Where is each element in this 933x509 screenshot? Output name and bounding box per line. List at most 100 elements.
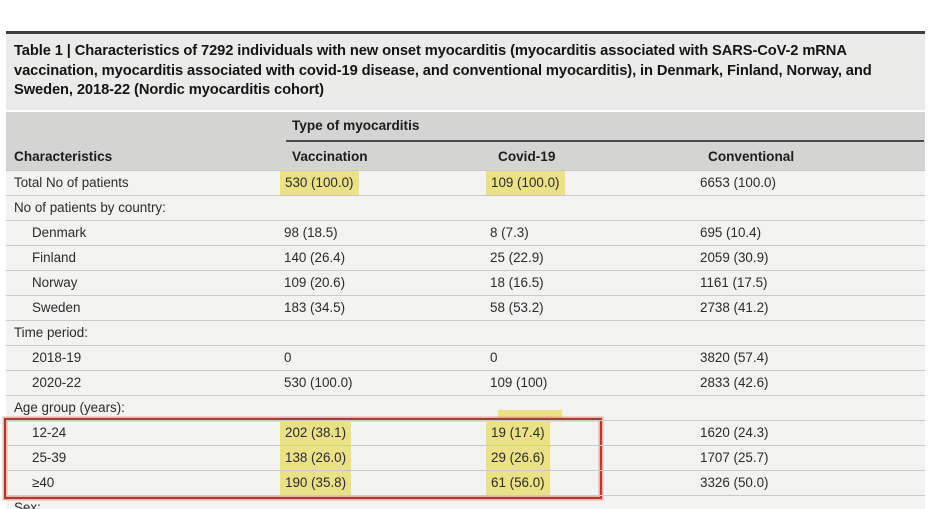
row-label: Total No of patients [14, 174, 129, 190]
cell-vaccination: 138 (26.0) [280, 445, 490, 470]
table-top-rule [6, 31, 925, 34]
cell-covid19: 29 (26.6) [486, 445, 700, 470]
cell-value: 0 [284, 349, 292, 365]
table-1: Table 1 | Characteristics of 7292 indivi… [4, 31, 925, 509]
table-row: Sex: [6, 494, 925, 509]
table-row: Denmark 98 (18.5) 8 (7.3) 695 (10.4) [6, 219, 925, 245]
cell-vaccination: 183 (34.5) [284, 296, 490, 320]
cell-conventional: 1161 (17.5) [700, 271, 925, 295]
table-row: Total No of patients 530 (100.0) 109 (10… [6, 169, 925, 195]
highlight-marker-overshoot [498, 409, 562, 420]
cell-conventional: 2738 (41.2) [700, 296, 925, 320]
cell-covid19 [490, 196, 700, 220]
cell-vaccination: 98 (18.5) [284, 221, 490, 245]
cell-covid19: 18 (16.5) [490, 271, 700, 295]
cell-conventional [700, 396, 925, 420]
row-label: 12-24 [32, 424, 67, 440]
cell-conventional [700, 196, 925, 220]
cell-covid19: 8 (7.3) [490, 221, 700, 245]
table-row: 2018-19 0 0 3820 (57.4) [6, 344, 925, 370]
cell-vaccination: 530 (100.0) [280, 170, 490, 195]
cell-value: 29 (26.6) [486, 445, 550, 470]
row-label: Norway [32, 274, 78, 290]
table-title: Table 1 | Characteristics of 7292 indivi… [14, 43, 872, 98]
cell-value: 109 (20.6) [284, 274, 346, 290]
cell-covid19: 109 (100) [490, 371, 700, 395]
row-label: ≥40 [32, 474, 55, 490]
cell-value: 2738 (41.2) [700, 299, 769, 315]
cell-covid19: 58 (53.2) [490, 296, 700, 320]
cell-vaccination [284, 196, 490, 220]
cell-value: 695 (10.4) [700, 224, 762, 240]
row-label: Sweden [32, 299, 81, 315]
table-row: 12-24 202 (38.1) 19 (17.4) 1620 (24.3) [6, 419, 925, 445]
cell-conventional: 2059 (30.9) [700, 246, 925, 270]
cell-vaccination: 0 [284, 346, 490, 370]
row-label: Denmark [32, 224, 87, 240]
column-header-conventional: Conventional [708, 148, 795, 164]
cell-covid19 [490, 321, 700, 345]
cell-conventional: 6653 (100.0) [700, 171, 925, 195]
cell-value: 2059 (30.9) [700, 249, 769, 265]
table-row: ≥40 190 (35.8) 61 (56.0) 3326 (50.0) [6, 469, 925, 495]
row-label: Time period: [14, 324, 88, 340]
cell-value: 190 (35.8) [280, 470, 352, 495]
table-body: Total No of patients 530 (100.0) 109 (10… [4, 169, 925, 509]
cell-value: 98 (18.5) [284, 224, 338, 240]
band-divider [6, 109, 925, 112]
row-label: Age group (years): [14, 399, 125, 415]
cell-conventional: 2833 (42.6) [700, 371, 925, 395]
cell-conventional: 3326 (50.0) [700, 471, 925, 495]
cell-vaccination: 190 (35.8) [280, 470, 490, 495]
column-header-characteristics: Characteristics [14, 148, 113, 164]
column-spanner-label: Type of myocarditis [292, 117, 420, 133]
cell-value: 109 (100) [490, 374, 548, 390]
cell-vaccination: 202 (38.1) [280, 420, 490, 445]
cell-conventional: 3820 (57.4) [700, 346, 925, 370]
cell-value: 3326 (50.0) [700, 474, 769, 490]
cell-value: 1620 (24.3) [700, 424, 769, 440]
cell-value: 183 (34.5) [284, 299, 346, 315]
table-row: Norway 109 (20.6) 18 (16.5) 1161 (17.5) [6, 269, 925, 295]
cell-vaccination [284, 496, 490, 509]
cell-covid19: 61 (56.0) [486, 470, 700, 495]
table-row: 2020-22 530 (100.0) 109 (100) 2833 (42.6… [6, 369, 925, 395]
column-spanner-rule [286, 139, 924, 142]
row-label: 25-39 [32, 449, 67, 465]
row-label: Finland [32, 249, 76, 265]
cell-conventional: 1620 (24.3) [700, 421, 925, 445]
cell-vaccination: 140 (26.4) [284, 246, 490, 270]
cell-value: 18 (16.5) [490, 274, 544, 290]
cell-value: 61 (56.0) [486, 470, 550, 495]
table-header: Type of myocarditis Characteristics Vacc… [6, 111, 925, 170]
cell-covid19 [490, 396, 700, 420]
row-label: Sex: [14, 499, 41, 509]
cell-value: 530 (100.0) [284, 374, 353, 390]
cell-value: 3820 (57.4) [700, 349, 769, 365]
cell-value: 202 (38.1) [280, 420, 352, 445]
cell-value: 0 [490, 349, 498, 365]
cell-value: 8 (7.3) [490, 224, 529, 240]
cell-value: 19 (17.4) [486, 420, 550, 445]
table-row: No of patients by country: [6, 194, 925, 220]
column-header-covid19: Covid-19 [498, 148, 556, 164]
cell-vaccination: 530 (100.0) [284, 371, 490, 395]
row-label: 2018-19 [32, 349, 82, 365]
table-row: Age group (years): [6, 394, 925, 420]
cell-value: 140 (26.4) [284, 249, 346, 265]
cell-covid19: 0 [490, 346, 700, 370]
cell-conventional: 695 (10.4) [700, 221, 925, 245]
column-header-vaccination: Vaccination [292, 148, 368, 164]
row-label: 2020-22 [32, 374, 82, 390]
cell-conventional: 1707 (25.7) [700, 446, 925, 470]
cell-value: 1161 (17.5) [700, 274, 768, 290]
cell-conventional [700, 496, 925, 509]
cell-covid19: 19 (17.4) [486, 420, 700, 445]
cell-value: 58 (53.2) [490, 299, 544, 315]
table-row: 25-39 138 (26.0) 29 (26.6) 1707 (25.7) [6, 444, 925, 470]
table-row: Time period: [6, 319, 925, 345]
cell-value: 109 (100.0) [486, 170, 565, 195]
cell-covid19: 109 (100.0) [486, 170, 700, 195]
table-row: Finland 140 (26.4) 25 (22.9) 2059 (30.9) [6, 244, 925, 270]
